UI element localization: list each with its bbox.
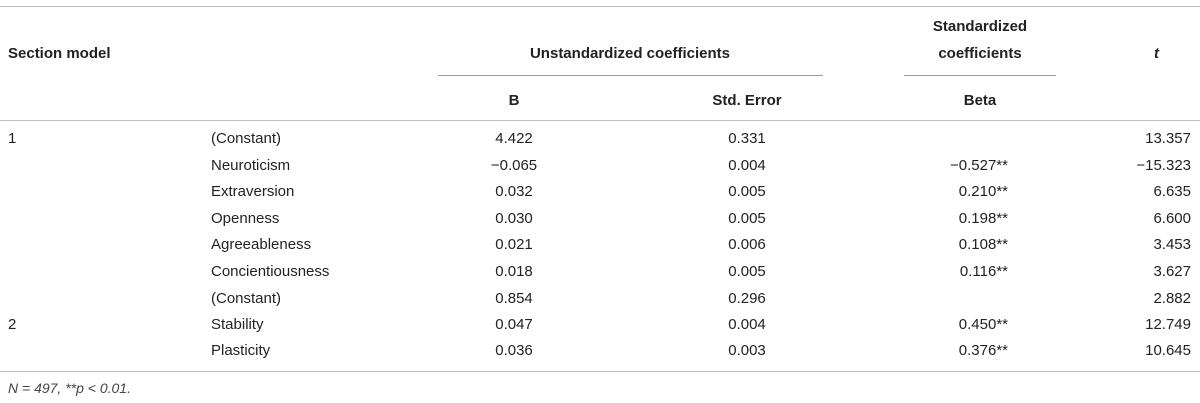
beta-cell: 0.376** bbox=[958, 342, 1008, 359]
t-cell: 13.357 bbox=[1145, 130, 1191, 147]
t-cell: 2.882 bbox=[1153, 290, 1191, 307]
predictor-cell: Plasticity bbox=[211, 342, 271, 359]
model-cell: 2 bbox=[8, 316, 17, 333]
beta-cell: 0.198** bbox=[958, 210, 1008, 227]
table-bottom-rule bbox=[0, 371, 1200, 372]
t-cell: 10.645 bbox=[1145, 342, 1191, 359]
standardized-subrule bbox=[904, 75, 1056, 76]
t-cell: 6.600 bbox=[1153, 210, 1191, 227]
model-cell: 1 bbox=[8, 130, 17, 147]
predictor-cell: Concientiousness bbox=[211, 263, 330, 280]
beta-cell: 0.116** bbox=[959, 263, 1008, 280]
se-cell: 0.004 bbox=[728, 316, 766, 333]
t-cell: 6.635 bbox=[1153, 183, 1191, 200]
header-unstandardized: Unstandardized coefficients bbox=[529, 45, 731, 62]
t-cell: 12.749 bbox=[1145, 316, 1191, 333]
header-beta: Beta bbox=[963, 92, 997, 109]
header-standardized-line2: coefficients bbox=[938, 45, 1022, 62]
header-t: t bbox=[1154, 45, 1159, 62]
header-std-error: Std. Error bbox=[712, 92, 782, 109]
b-cell: 0.032 bbox=[495, 183, 533, 200]
t-cell: 3.627 bbox=[1153, 263, 1191, 280]
se-cell: 0.005 bbox=[728, 263, 766, 280]
b-cell: 0.030 bbox=[495, 210, 533, 227]
header-bottom-rule bbox=[0, 120, 1200, 121]
predictor-cell: (Constant) bbox=[211, 130, 282, 147]
b-cell: 0.018 bbox=[495, 263, 533, 280]
b-cell: 0.047 bbox=[495, 316, 533, 333]
se-cell: 0.006 bbox=[728, 236, 766, 253]
se-cell: 0.296 bbox=[728, 290, 766, 307]
predictor-cell: Stability bbox=[211, 316, 264, 333]
b-cell: 0.854 bbox=[495, 290, 533, 307]
unstandardized-subrule bbox=[438, 75, 823, 76]
beta-cell: 0.210** bbox=[958, 183, 1008, 200]
header-b: B bbox=[508, 92, 520, 109]
header-standardized-line1: Standardized bbox=[932, 18, 1028, 35]
beta-cell: 0.450** bbox=[958, 316, 1008, 333]
table-footnote: N = 497, **p < 0.01. bbox=[8, 380, 131, 396]
b-cell: 0.021 bbox=[495, 236, 533, 253]
beta-cell: −0.527** bbox=[950, 157, 1008, 174]
se-cell: 0.004 bbox=[728, 157, 766, 174]
beta-cell: 0.108** bbox=[958, 236, 1008, 253]
predictor-cell: Neuroticism bbox=[211, 157, 291, 174]
predictor-cell: Extraversion bbox=[211, 183, 295, 200]
se-cell: 0.003 bbox=[728, 342, 766, 359]
predictor-cell: Agreeableness bbox=[211, 236, 312, 253]
t-cell: −15.323 bbox=[1136, 157, 1191, 174]
b-cell: 0.036 bbox=[495, 342, 533, 359]
predictor-cell: Openness bbox=[211, 210, 280, 227]
se-cell: 0.005 bbox=[728, 210, 766, 227]
b-cell: 4.422 bbox=[495, 130, 533, 147]
top-rule bbox=[0, 6, 1200, 7]
t-cell: 3.453 bbox=[1153, 236, 1191, 253]
se-cell: 0.005 bbox=[728, 183, 766, 200]
header-section-model: Section model bbox=[8, 45, 111, 62]
b-cell: −0.065 bbox=[490, 157, 538, 174]
predictor-cell: (Constant) bbox=[211, 290, 282, 307]
se-cell: 0.331 bbox=[728, 130, 766, 147]
